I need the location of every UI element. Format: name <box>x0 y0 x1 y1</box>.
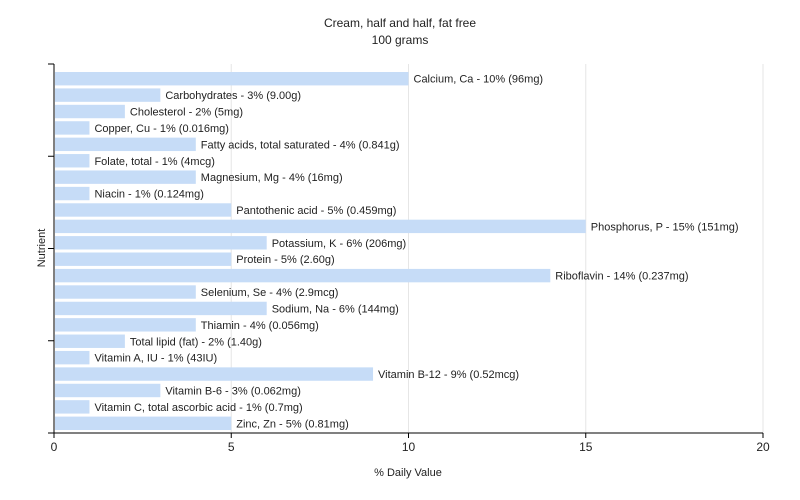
bar <box>55 334 125 348</box>
bar-label: Protein - 5% (2.60g) <box>236 254 334 266</box>
bar-label: Vitamin A, IU - 1% (43IU) <box>94 353 217 365</box>
bar <box>55 268 551 283</box>
x-tick-label: 15 <box>579 440 593 454</box>
bar <box>55 121 90 135</box>
bar-label: Potassium, K - 6% (206mg) <box>272 238 407 250</box>
bar <box>55 186 90 201</box>
x-tick-label: 20 <box>756 440 770 454</box>
bar <box>55 318 196 332</box>
bar <box>55 203 232 217</box>
bar <box>55 72 409 86</box>
bar <box>55 236 267 250</box>
bar <box>55 350 90 365</box>
bar <box>55 104 125 119</box>
bar <box>55 367 374 381</box>
bar <box>55 137 196 152</box>
bar-label: Calcium, Ca - 10% (96mg) <box>414 74 544 86</box>
bar-label: Sodium, Na - 6% (144mg) <box>272 303 399 315</box>
bar-label: Cholesterol - 2% (5mg) <box>130 107 243 119</box>
bar-label: Folate, total - 1% (4mcg) <box>94 156 214 168</box>
y-axis-title: Nutrient <box>36 229 48 268</box>
bar-label: Vitamin C, total ascorbic acid - 1% (0.7… <box>94 402 302 414</box>
bar-label: Phosphorus, P - 15% (151mg) <box>591 221 739 233</box>
axes: 0 5 10 15 20 <box>48 63 770 454</box>
bar-label: Riboflavin - 14% (0.237mg) <box>555 271 688 283</box>
bar <box>55 154 90 168</box>
bar <box>55 219 586 234</box>
bar-label: Total lipid (fat) - 2% (1.40g) <box>130 336 262 348</box>
bar-label: Carbohydrates - 3% (9.00g) <box>165 90 301 102</box>
x-tick-label: 10 <box>402 440 416 454</box>
bar-label: Pantothenic acid - 5% (0.459mg) <box>236 205 396 217</box>
x-axis-title: % Daily Value <box>374 467 442 479</box>
bar-label: Vitamin B-6 - 3% (0.062mg) <box>165 385 301 397</box>
bar <box>55 88 161 102</box>
bar-label: Magnesium, Mg - 4% (16mg) <box>201 172 343 184</box>
bar <box>55 285 196 299</box>
bar <box>55 400 90 414</box>
x-tick-label: 5 <box>228 440 235 454</box>
bar-label: Fatty acids, total saturated - 4% (0.841… <box>201 139 400 151</box>
bar <box>55 383 161 398</box>
bar-label: Thiamin - 4% (0.056mg) <box>201 320 319 332</box>
bar-label: Zinc, Zn - 5% (0.81mg) <box>236 418 348 430</box>
bar-label: Vitamin B-12 - 9% (0.52mcg) <box>378 369 519 381</box>
bar <box>55 301 267 316</box>
bar <box>55 252 232 266</box>
x-tick-label: 0 <box>51 440 58 454</box>
bar <box>55 416 232 430</box>
bar-label: Copper, Cu - 1% (0.016mg) <box>94 123 229 135</box>
bar <box>55 170 196 184</box>
chart-title: Cream, half and half, fat free <box>323 16 477 30</box>
bar-label: Selenium, Se - 4% (2.9mcg) <box>201 287 339 299</box>
bar-label: Niacin - 1% (0.124mg) <box>94 189 203 201</box>
bars: Calcium, Ca - 10% (96mg) Carbohydrates - … <box>55 72 739 430</box>
chart-subtitle: 100 grams <box>371 33 429 47</box>
